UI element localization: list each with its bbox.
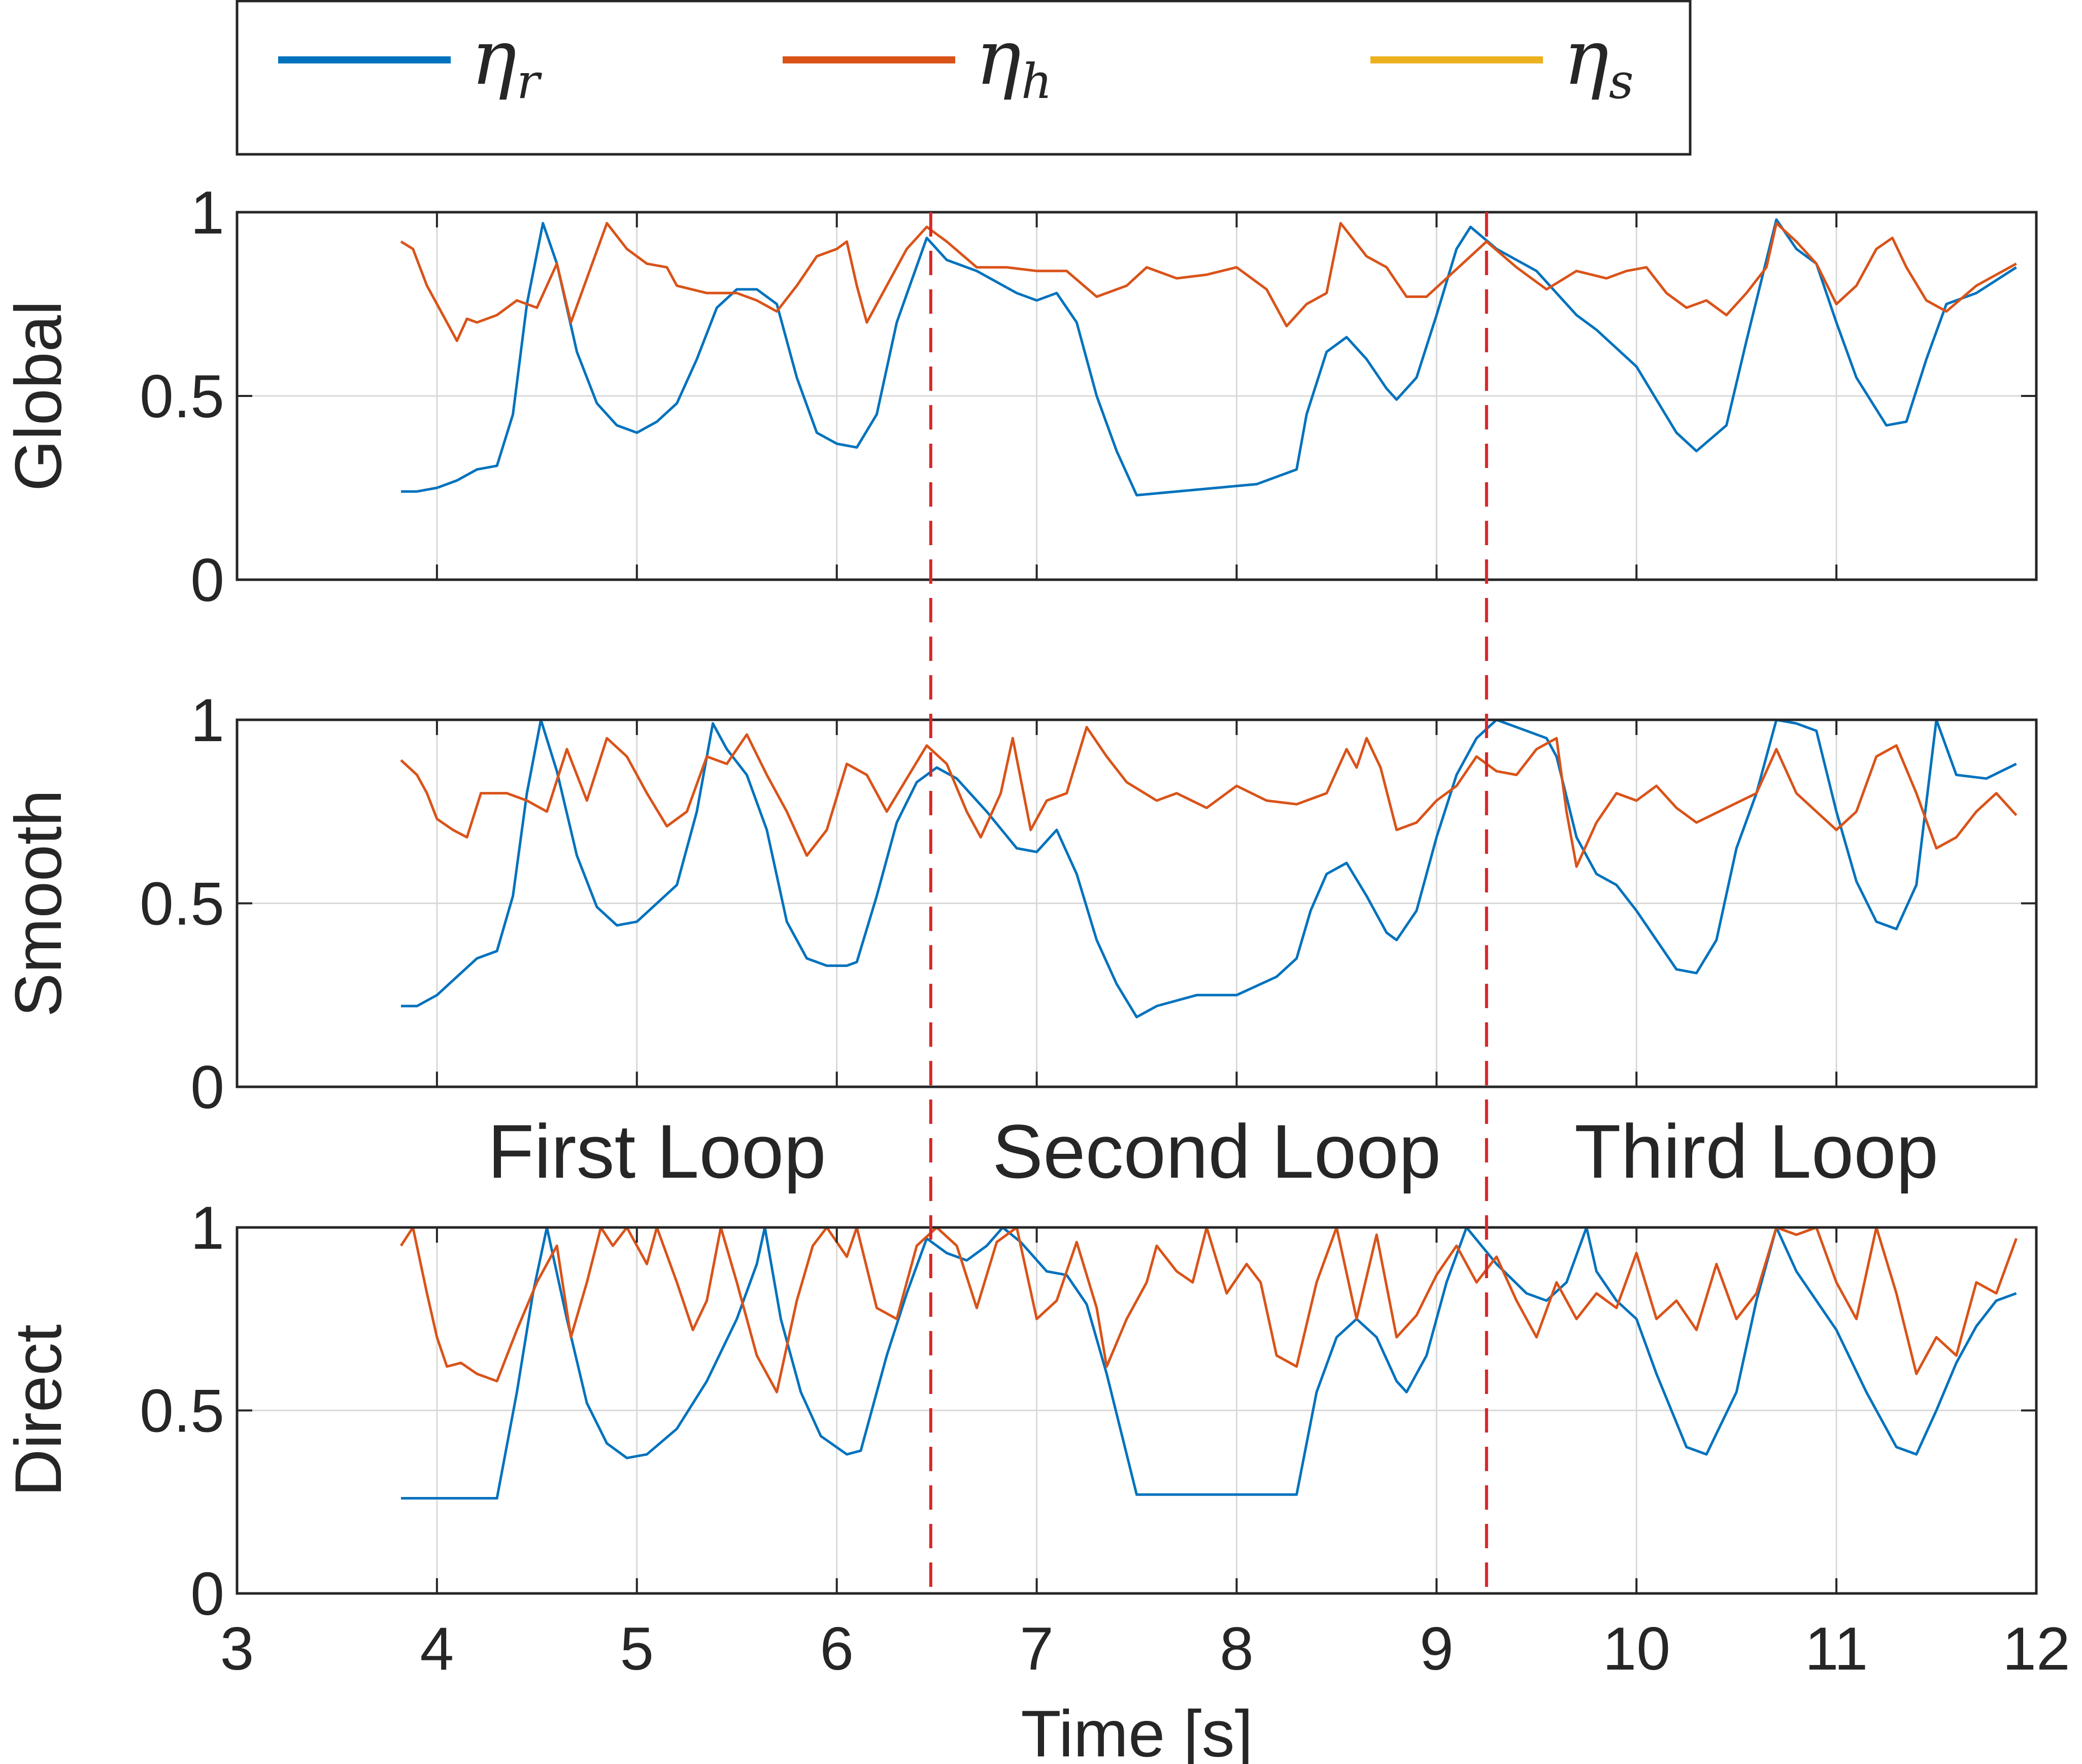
x-axis-label: Time [s] <box>1021 1696 1253 1764</box>
x-tick-label: 11 <box>1805 1615 1868 1683</box>
loop-label-second-loop: Second Loop <box>992 1109 1441 1194</box>
panel-global: 0 0.5 1 Global <box>1 179 2038 614</box>
y-tick-label: 1 <box>190 179 224 247</box>
panel-direct: 0 0.5 1 Direct 3 4 5 6 7 8 9 10 11 12 <box>1 1194 2070 1683</box>
y-tick-label: 0 <box>190 1560 224 1628</box>
x-tick-label: 10 <box>1602 1615 1670 1683</box>
series-line-global-eta-r <box>401 218 2017 496</box>
y-tick-label: 0.5 <box>140 362 224 430</box>
y-tick-label: 1 <box>190 1194 224 1262</box>
series-line-direct-eta-h <box>399 1226 2018 1393</box>
loop-label-first-loop: First Loop <box>488 1109 826 1194</box>
loop-labels: First Loop Second Loop Third Loop <box>488 1109 1938 1194</box>
y-axis-label-global: Global <box>1 301 75 491</box>
x-tick-label: 12 <box>2002 1615 2070 1683</box>
legend-label-eta-r: ηr <box>471 14 543 110</box>
y-axis-label-smooth: Smooth <box>1 789 75 1017</box>
loop-label-third-loop: Third Loop <box>1574 1109 1938 1194</box>
y-tick-label: 1 <box>190 686 224 754</box>
x-tick-label: 8 <box>1220 1615 1254 1683</box>
legend: ηr ηh ηs <box>236 0 1692 156</box>
y-axis-label-direct: Direct <box>1 1324 75 1496</box>
legend-label-eta-s: ηs <box>1563 14 1634 110</box>
legend-label-eta-h: ηh <box>976 14 1052 110</box>
x-tick-label: 5 <box>620 1615 654 1683</box>
y-tick-label: 0 <box>190 546 224 614</box>
y-tick-label: 0.5 <box>140 1377 224 1445</box>
x-tick-label: 6 <box>820 1615 854 1683</box>
x-tick-label: 4 <box>420 1615 454 1683</box>
legend-box <box>236 0 1692 156</box>
panel-smooth: 0 0.5 1 Smooth <box>1 686 2038 1121</box>
x-tick-label: 9 <box>1420 1615 1454 1683</box>
x-tick-label: 3 <box>220 1615 254 1683</box>
x-tick-label: 7 <box>1020 1615 1054 1683</box>
y-tick-label: 0 <box>190 1053 224 1121</box>
series-line-smooth-eta-h <box>400 726 2018 868</box>
series-line-smooth-eta-r <box>401 718 2017 1019</box>
series-line-global-eta-h <box>400 222 2017 342</box>
y-tick-label: 0.5 <box>140 870 224 938</box>
